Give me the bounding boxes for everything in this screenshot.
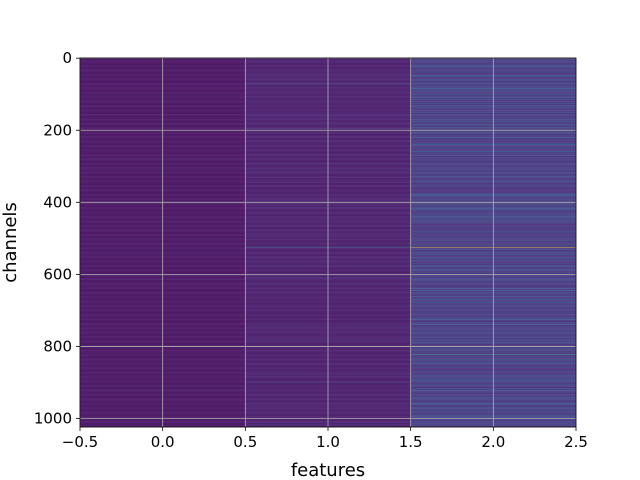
x-tick-label: 1.5: [399, 433, 423, 451]
x-tick-label: 2.5: [564, 433, 588, 451]
y-tick-label: 200: [43, 121, 72, 139]
y-tick-label: 800: [43, 337, 72, 355]
y-tick-label: 0: [62, 49, 72, 67]
y-axis: 0 200 400 600 800 1000: [34, 49, 80, 428]
y-axis-label: channels: [0, 202, 21, 283]
x-axis: −0.5 0.0 0.5 1.0 1.5 2.0 2.5: [62, 427, 588, 451]
x-tick-label: 2.0: [481, 433, 505, 451]
x-tick-label: −0.5: [62, 433, 98, 451]
x-tick-label: 0.0: [151, 433, 175, 451]
y-tick-label: 600: [43, 265, 72, 283]
x-axis-label: features: [291, 460, 365, 480]
y-tick-label: 400: [43, 193, 72, 211]
x-tick-label: 1.0: [316, 433, 340, 451]
y-tick-label: 1000: [34, 410, 72, 428]
x-tick-label: 0.5: [233, 433, 257, 451]
